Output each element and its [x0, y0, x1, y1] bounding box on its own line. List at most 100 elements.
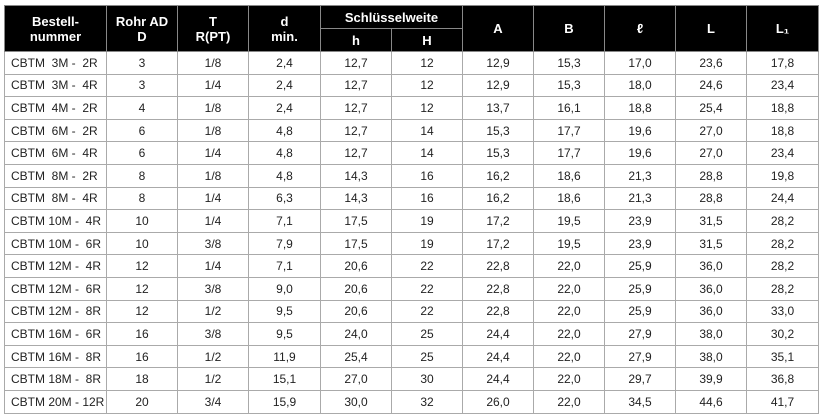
- table-cell: 10: [106, 209, 178, 233]
- table-cell: 1/2: [177, 299, 249, 324]
- table-cell: 16: [106, 344, 178, 369]
- table-cell: 3/8: [177, 322, 249, 346]
- table-cell: 22,0: [533, 367, 605, 391]
- table-cell: 36,0: [675, 299, 747, 324]
- table-row: CBTM 18M - 8R 18 1/2 15,1 27,0 30 24,4 22,0 29,7…: [4, 367, 819, 391]
- table-cell: 6,3: [248, 186, 321, 211]
- table-cell: 18,8: [746, 96, 819, 120]
- table-cell: 1/8: [177, 163, 249, 188]
- table-cell: CBTM 3M - 2R: [4, 51, 107, 75]
- table-cell: 18,8: [604, 96, 676, 120]
- table-cell: 22,8: [462, 254, 534, 278]
- table-cell: 2,4: [248, 51, 321, 75]
- table-cell: 22,8: [462, 276, 534, 301]
- table-cell: 28,2: [746, 231, 819, 256]
- table-cell: 12,7: [320, 141, 392, 165]
- header-cell: T R(PT): [177, 5, 249, 52]
- table-cell: 21,3: [604, 186, 676, 211]
- table-cell: 1/8: [177, 96, 249, 120]
- table-cell: 12: [106, 254, 178, 278]
- table-cell: 18: [106, 367, 178, 391]
- table-cell: 18,6: [533, 163, 605, 188]
- table-cell: CBTM 12M - 8R: [4, 299, 107, 324]
- table-cell: 2,4: [248, 96, 321, 120]
- table-cell: 18,0: [604, 73, 676, 98]
- table-cell: 12: [106, 276, 178, 301]
- table-cell: 28,8: [675, 163, 747, 188]
- table-cell: 27,9: [604, 322, 676, 346]
- table-cell: 3: [106, 73, 178, 98]
- table-cell: 22,0: [533, 299, 605, 324]
- table-cell: CBTM 8M - 4R: [4, 186, 107, 211]
- table-cell: 1/4: [177, 209, 249, 233]
- header-line: L₁: [775, 21, 790, 36]
- table-cell: 15,3: [462, 141, 534, 165]
- table-row: CBTM 8M - 4R 8 1/4 6,3 14,3 16 16,2 18,6 21,3 28,…: [4, 186, 819, 211]
- table-cell: 33,0: [746, 299, 819, 324]
- header-line: B: [564, 21, 574, 36]
- table-cell: 19,8: [746, 163, 819, 188]
- table-cell: 12,7: [320, 118, 392, 143]
- table-cell: 9,0: [248, 276, 321, 301]
- table-cell: 34,5: [604, 389, 676, 414]
- table-cell: 15,3: [462, 118, 534, 143]
- table-cell: 12: [106, 299, 178, 324]
- table-cell: 25,9: [604, 254, 676, 278]
- header-cell: ℓ: [604, 5, 676, 52]
- header-cell: Rohr AD D: [106, 5, 178, 52]
- table-cell: 14: [391, 141, 463, 165]
- header-line: R(PT): [195, 28, 231, 44]
- table-cell: 3: [106, 51, 178, 75]
- header-line: Rohr AD: [115, 13, 169, 29]
- table-row: CBTM 12M - 6R 12 3/8 9,0 20,6 22 22,8 22,0 25,9 3…: [4, 276, 819, 301]
- table-cell: 9,5: [248, 322, 321, 346]
- table-row: CBTM 4M - 2R 4 1/8 2,4 12,7 12 13,7 16,1 18,8 25,…: [4, 96, 819, 120]
- table-cell: 17,7: [533, 118, 605, 143]
- table-cell: 1/4: [177, 141, 249, 165]
- table-cell: 25: [391, 322, 463, 346]
- table-cell: 36,0: [675, 254, 747, 278]
- header-line: min.: [271, 28, 298, 44]
- table-cell: 28,2: [746, 254, 819, 278]
- table-row: CBTM 16M - 6R 16 3/8 9,5 24,0 25 24,4 22,0 27,9 3…: [4, 322, 819, 346]
- table-cell: 22: [391, 276, 463, 301]
- table-cell: 17,2: [462, 209, 534, 233]
- table-cell: 3/4: [177, 389, 249, 414]
- table-cell: 16,1: [533, 96, 605, 120]
- table-cell: 27,0: [320, 367, 392, 391]
- table-cell: 22: [391, 299, 463, 324]
- table-cell: 36,8: [746, 367, 819, 391]
- table-cell: 19,6: [604, 118, 676, 143]
- table-cell: 30,2: [746, 322, 819, 346]
- table-cell: 17,5: [320, 209, 392, 233]
- header-sub: H: [391, 28, 463, 52]
- table-cell: 25,9: [604, 299, 676, 324]
- table-cell: CBTM 16M - 6R: [4, 322, 107, 346]
- header-group: Schlüsselweite: [320, 5, 463, 29]
- table-cell: 22,0: [533, 344, 605, 369]
- table-cell: 14,3: [320, 186, 392, 211]
- table-cell: 17,7: [533, 141, 605, 165]
- table-cell: 1/8: [177, 51, 249, 75]
- table-cell: 22,8: [462, 299, 534, 324]
- table-cell: 12,9: [462, 51, 534, 75]
- table-cell: 16: [391, 186, 463, 211]
- table-cell: 16,2: [462, 163, 534, 188]
- table-row: CBTM 16M - 8R 16 1/2 11,9 25,4 25 24,4 22,0 27,9…: [4, 344, 819, 369]
- table-cell: 30,0: [320, 389, 392, 414]
- table-cell: 41,7: [746, 389, 819, 414]
- table-cell: 26,0: [462, 389, 534, 414]
- header-line: A: [493, 21, 503, 36]
- table-cell: 31,5: [675, 209, 747, 233]
- table-cell: 1/4: [177, 254, 249, 278]
- table-cell: 8: [106, 163, 178, 188]
- table-cell: 20: [106, 389, 178, 414]
- table-cell: 22,0: [533, 389, 605, 414]
- table-cell: 20,6: [320, 276, 392, 301]
- table-cell: 12: [391, 73, 463, 98]
- table-cell: 19,5: [533, 231, 605, 256]
- table-cell: CBTM 16M - 8R: [4, 344, 107, 369]
- table-cell: 4,8: [248, 141, 321, 165]
- table-cell: 22,0: [533, 254, 605, 278]
- table-cell: 7,9: [248, 231, 321, 256]
